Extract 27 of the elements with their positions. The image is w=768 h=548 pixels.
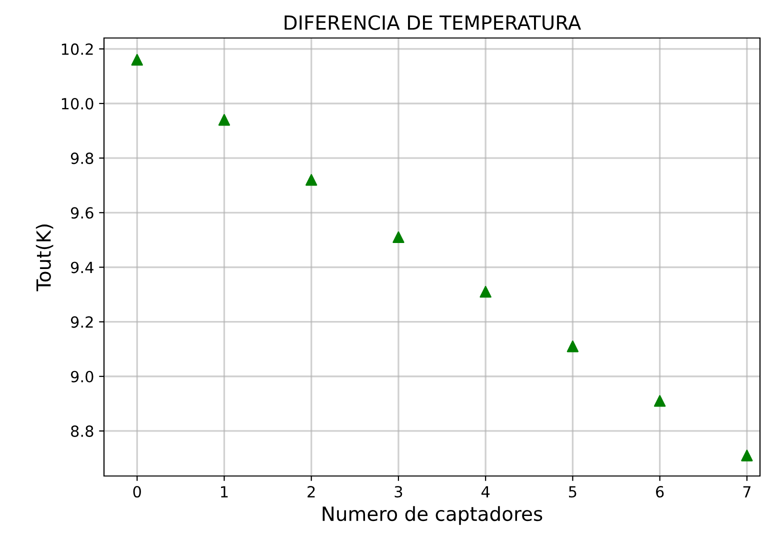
point xyxy=(480,286,492,298)
x-tick-label: 3 xyxy=(394,486,402,498)
x-tick-label: 0 xyxy=(133,486,141,498)
point xyxy=(392,231,404,244)
point xyxy=(566,340,579,352)
point xyxy=(654,395,666,407)
point xyxy=(218,114,230,126)
x-tick-label: 2 xyxy=(308,486,315,498)
y-tick-label: 9.4 xyxy=(70,262,94,274)
y-axis-title: Tout(K) xyxy=(36,224,54,292)
x-tick-label: 6 xyxy=(656,486,664,498)
point xyxy=(131,54,143,66)
point xyxy=(741,450,753,462)
x-tick-label: 7 xyxy=(743,486,750,498)
x-tick-label: 1 xyxy=(221,486,228,498)
x-tick-label: 4 xyxy=(481,486,490,498)
chart-title: DIFERENCIA DE TEMPERATURA xyxy=(284,15,582,30)
y-tick-label: 9.2 xyxy=(70,316,93,328)
y-tick-label: 10.2 xyxy=(62,43,93,55)
y-tick-label: 9.8 xyxy=(70,152,94,164)
y-tick-label: 9.0 xyxy=(70,370,94,382)
point xyxy=(305,174,318,186)
y-tick-label: 8.8 xyxy=(71,425,94,437)
y-tick-label: 10.0 xyxy=(62,98,94,110)
x-axis-title: Numero de captadores xyxy=(322,506,542,525)
y-tick-label: 9.6 xyxy=(70,207,94,219)
x-tick-label: 5 xyxy=(569,486,576,498)
